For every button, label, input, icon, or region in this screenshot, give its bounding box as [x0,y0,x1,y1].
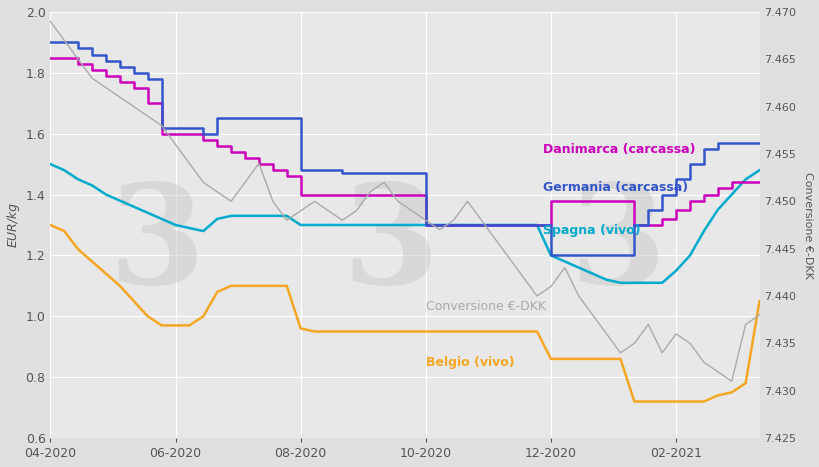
Text: Conversione €-DKK: Conversione €-DKK [426,300,545,313]
Text: 3: 3 [568,179,665,313]
Text: Germania (carcassa): Germania (carcassa) [542,181,687,194]
Text: Danimarca (carcassa): Danimarca (carcassa) [542,142,695,156]
Text: 3: 3 [108,179,205,313]
Y-axis label: EUR/kg: EUR/kg [7,203,20,248]
Text: Spagna (vivo): Spagna (vivo) [542,224,640,236]
Text: Belgio (vivo): Belgio (vivo) [426,355,514,368]
Text: 3: 3 [342,179,439,313]
Y-axis label: Conversione €-DKK: Conversione €-DKK [802,171,812,278]
